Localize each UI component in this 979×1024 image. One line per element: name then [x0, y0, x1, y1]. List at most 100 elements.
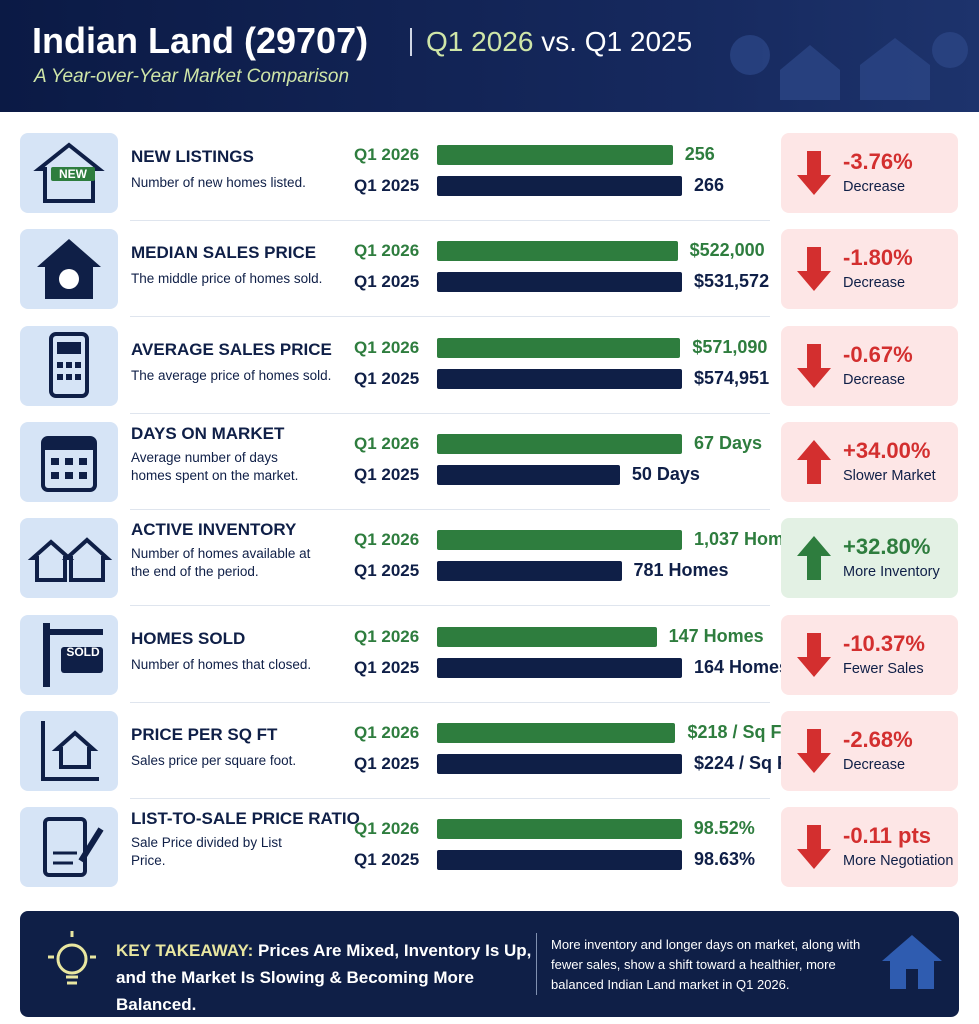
icon-art — [43, 622, 103, 687]
bar — [437, 433, 682, 454]
value-label: $574,951 — [694, 367, 770, 388]
bar — [437, 464, 620, 485]
metric-description: Average number of days homes spent on th… — [131, 449, 299, 483]
change-value: -0.67% — [843, 341, 913, 367]
bar — [437, 753, 682, 774]
change-arrow — [797, 728, 831, 778]
takeaway-body: More inventory and longer days on market… — [551, 937, 861, 992]
key-takeaway: KEY TAKEAWAY: Prices Are Mixed, Inventor… — [20, 911, 959, 1017]
value-label: 164 Homes — [694, 656, 790, 677]
value-label: 266 — [694, 175, 725, 195]
metric-icon — [20, 518, 118, 599]
change-note: Slower Market — [843, 467, 936, 484]
change-box: +32.80% More Inventory — [781, 518, 958, 599]
arrow — [797, 151, 831, 195]
bar — [437, 561, 622, 582]
value-label: $218 / Sq Ft — [687, 721, 788, 742]
period-label: Q1 2025 — [354, 464, 420, 484]
value-label: 67 Days — [694, 432, 763, 453]
bar — [437, 241, 678, 262]
icon-art — [49, 331, 89, 398]
icon-art — [33, 142, 105, 203]
period-label: Q1 2026 — [354, 337, 420, 357]
value-label: 256 — [684, 144, 715, 164]
period-label: Q1 2025 — [354, 850, 420, 870]
takeaway-text: KEY TAKEAWAY: Prices Are Mixed, Inventor… — [116, 937, 536, 1018]
value-label: $571,090 — [692, 336, 768, 357]
value-label: $531,572 — [694, 271, 770, 292]
period-label: Q1 2026 — [354, 626, 420, 646]
bar — [437, 368, 682, 389]
separator — [130, 797, 770, 799]
bulb-icon — [48, 931, 96, 985]
arrow — [797, 825, 831, 870]
change-value: -1.80% — [843, 245, 913, 271]
bar — [437, 626, 657, 647]
metric-description: Sales price per square foot. — [131, 752, 297, 768]
period-label: Q1 2025 — [354, 561, 420, 581]
comparison: Q1 2026 vs. Q1 2025 — [426, 26, 692, 58]
icon-art — [41, 435, 97, 492]
change-box: -0.67% Decrease — [781, 325, 958, 406]
period-label: Q1 2026 — [354, 145, 420, 164]
change-box: +34.00% Slower Market — [781, 421, 958, 502]
metric-description: The middle price of homes sold. — [131, 271, 323, 287]
icon-label: NEW — [51, 167, 95, 181]
change-arrow — [797, 632, 831, 682]
change-box: -2.68% Decrease — [781, 710, 958, 791]
change-arrow — [797, 439, 831, 489]
value-label: 98.52% — [693, 818, 755, 839]
period-label: Q1 2025 — [354, 176, 420, 195]
change-value: -3.76% — [843, 149, 913, 174]
arrow — [797, 632, 831, 677]
change-note: Decrease — [843, 756, 906, 773]
value-label: 781 Homes — [633, 560, 729, 581]
separator — [130, 412, 770, 414]
bar — [437, 657, 682, 678]
metric-title: NEW LISTINGS — [131, 147, 254, 166]
metric-title: MEDIAN SALES PRICE — [131, 243, 317, 263]
icon-art — [37, 239, 101, 300]
icon-label: SOLD — [66, 644, 100, 659]
bar — [437, 530, 682, 551]
separator — [130, 605, 770, 607]
metric-icon — [20, 807, 118, 888]
change-note: Decrease — [843, 371, 906, 388]
value-label: 98.63% — [694, 849, 756, 870]
change-box: -10.37% Fewer Sales — [781, 614, 958, 695]
period-label: Q1 2025 — [354, 753, 420, 773]
metric-title: ACTIVE INVENTORY — [131, 520, 297, 540]
current-period: Q1 2026 — [426, 26, 534, 57]
value-label: $224 / Sq Ft — [694, 752, 795, 773]
period-label: Q1 2026 — [354, 241, 420, 261]
change-note: More Inventory — [843, 564, 940, 581]
metric-description: Number of homes available at the end of … — [131, 546, 311, 580]
period-label: Q1 2025 — [354, 657, 420, 677]
title: Indian Land (29707) — [32, 20, 369, 61]
bar — [437, 272, 682, 293]
icon-art — [27, 537, 113, 583]
change-note: More Negotiation — [843, 853, 954, 870]
metric-title: HOMES SOLD — [131, 628, 246, 648]
period-label: Q1 2025 — [354, 368, 420, 388]
arrow — [797, 247, 831, 292]
change-value: +32.80% — [843, 534, 931, 560]
change-value: -2.68% — [843, 726, 913, 752]
change-arrow — [797, 343, 831, 393]
metric-icon: NEW — [20, 133, 118, 213]
period-label: Q1 2026 — [354, 530, 420, 550]
icon-art — [41, 720, 99, 781]
change-arrow — [797, 151, 831, 200]
metric-description: The average price of homes sold. — [131, 367, 332, 383]
period-label: Q1 2026 — [354, 819, 420, 839]
metric-description: Number of new homes listed. — [131, 175, 306, 190]
bar — [437, 337, 681, 358]
separator — [130, 508, 770, 510]
arrow — [797, 439, 831, 484]
bar — [437, 145, 673, 165]
metric-icon — [20, 421, 118, 502]
change-arrow — [797, 536, 831, 585]
separator — [130, 701, 770, 703]
icon-art — [43, 817, 104, 878]
